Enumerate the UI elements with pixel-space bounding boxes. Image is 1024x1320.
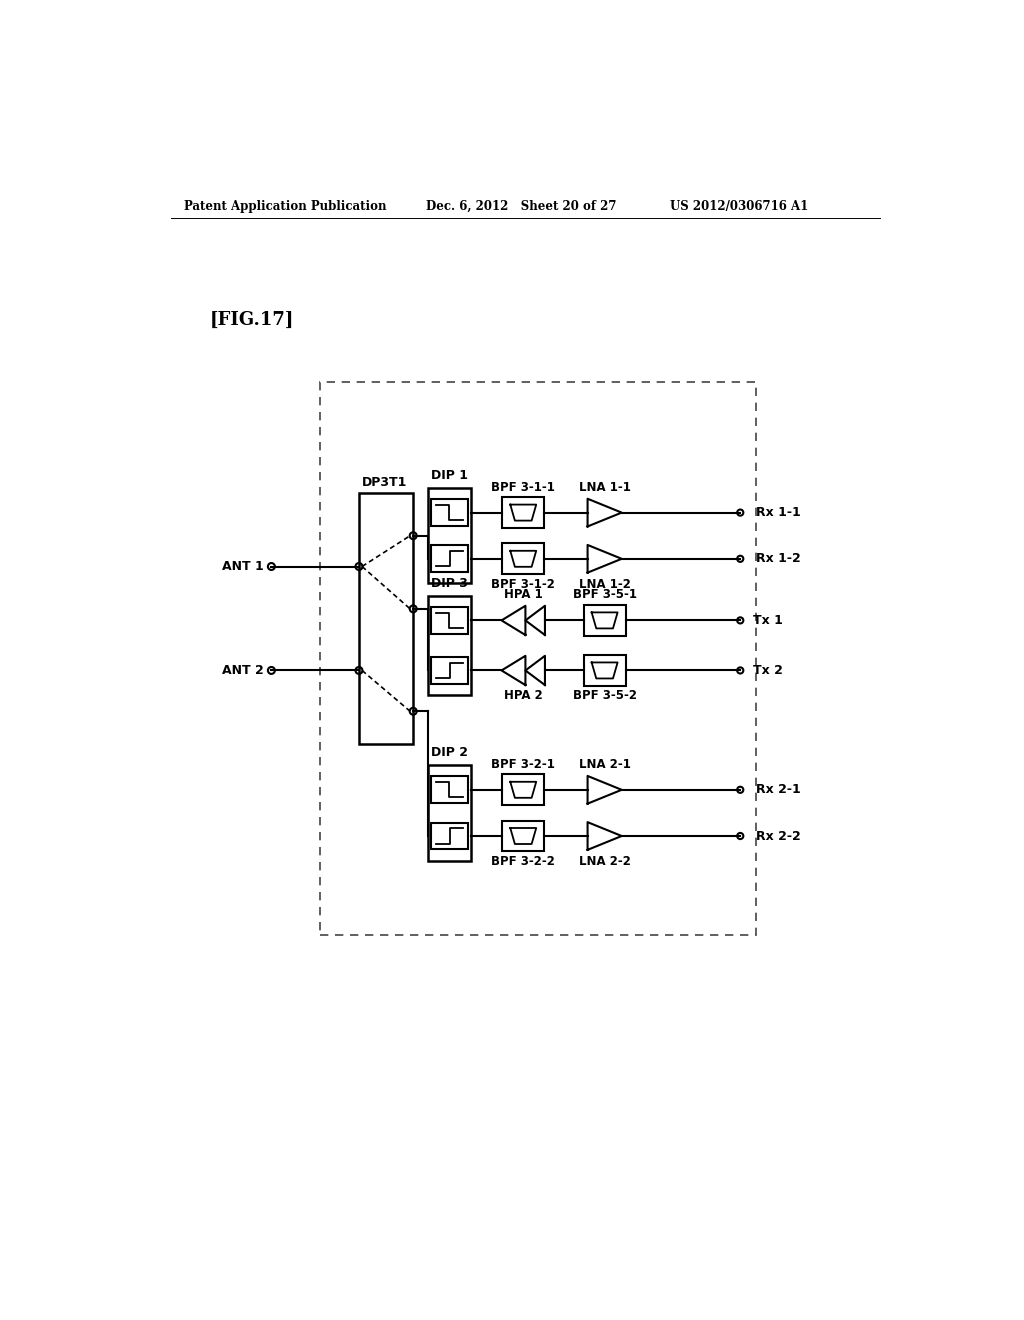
Bar <box>503 775 544 805</box>
Text: LNA 1-2: LNA 1-2 <box>579 578 631 591</box>
Text: HPA 1: HPA 1 <box>504 589 543 602</box>
Bar <box>503 544 544 574</box>
Text: ANT 2: ANT 2 <box>222 664 263 677</box>
Bar <box>503 498 544 528</box>
Text: DIP 3: DIP 3 <box>431 577 468 590</box>
Text: Patent Application Publication: Patent Application Publication <box>183 199 386 213</box>
Bar <box>584 655 626 686</box>
Bar <box>431 657 468 684</box>
Bar <box>428 488 471 583</box>
Text: Rx 2-2: Rx 2-2 <box>756 829 801 842</box>
Text: BPF 3-2-1: BPF 3-2-1 <box>492 758 555 771</box>
Text: DIP 1: DIP 1 <box>431 469 468 482</box>
Bar <box>428 595 471 696</box>
Text: LNA 2-2: LNA 2-2 <box>579 855 631 869</box>
Text: Rx 1-2: Rx 1-2 <box>756 552 801 565</box>
Text: [FIG.17]: [FIG.17] <box>209 312 294 329</box>
Text: LNA 2-1: LNA 2-1 <box>579 758 631 771</box>
Text: BPF 3-2-2: BPF 3-2-2 <box>492 855 555 869</box>
Text: Tx 1: Tx 1 <box>754 614 783 627</box>
Text: Tx 2: Tx 2 <box>754 664 783 677</box>
Text: Rx 2-1: Rx 2-1 <box>756 783 801 796</box>
Bar <box>431 545 468 573</box>
Bar <box>431 607 468 634</box>
Text: BPF 3-1-1: BPF 3-1-1 <box>492 480 555 494</box>
Text: BPF 3-1-2: BPF 3-1-2 <box>492 578 555 591</box>
Text: BPF 3-5-2: BPF 3-5-2 <box>572 689 637 702</box>
Text: DIP 2: DIP 2 <box>431 746 468 759</box>
Bar <box>359 494 414 743</box>
Bar <box>431 822 468 850</box>
Text: Dec. 6, 2012   Sheet 20 of 27: Dec. 6, 2012 Sheet 20 of 27 <box>426 199 616 213</box>
Bar <box>321 381 756 935</box>
Bar <box>431 499 468 527</box>
Text: US 2012/0306716 A1: US 2012/0306716 A1 <box>671 199 809 213</box>
Text: HPA 2: HPA 2 <box>504 689 543 702</box>
Bar <box>503 821 544 851</box>
Bar <box>428 766 471 861</box>
Text: DP3T1: DP3T1 <box>361 477 408 490</box>
Bar <box>431 776 468 804</box>
Text: LNA 1-1: LNA 1-1 <box>579 480 631 494</box>
Bar <box>584 605 626 636</box>
Text: Rx 1-1: Rx 1-1 <box>756 506 801 519</box>
Text: ANT 1: ANT 1 <box>222 560 263 573</box>
Text: BPF 3-5-1: BPF 3-5-1 <box>572 589 637 602</box>
